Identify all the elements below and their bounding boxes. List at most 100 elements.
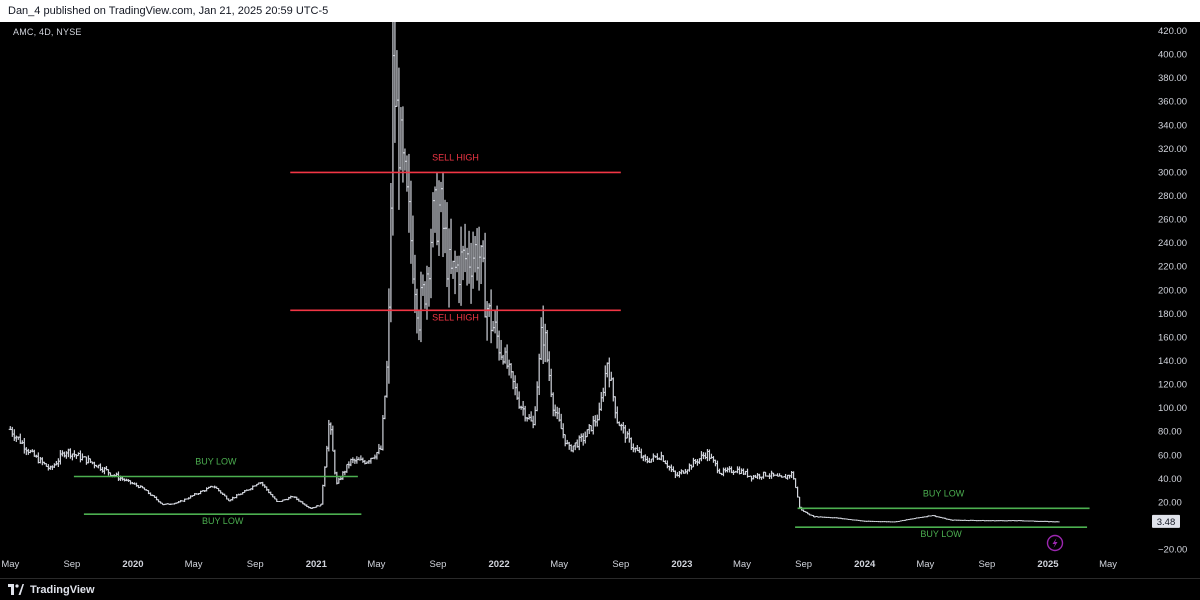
- ohlc-bar: [757, 473, 762, 480]
- ohlc-bar: [12, 429, 16, 441]
- x-tick-label: Sep: [63, 559, 80, 570]
- ohlc-bar: [435, 172, 439, 246]
- ohlc-bar: [22, 437, 26, 454]
- price-axis[interactable]: −20.00 20.00 40.00 60.00 80.00 100.00 120.00 14…: [1158, 26, 1187, 556]
- y-tick-label: 100.00: [1158, 403, 1187, 414]
- buy-low-line[interactable]: BUY LOW: [797, 488, 1090, 510]
- ohlc-bar: [331, 425, 335, 452]
- ohlc-bar: [649, 458, 653, 463]
- ohlc-bar: [68, 448, 72, 459]
- ohlc-bar: [793, 478, 798, 489]
- ohlc-bar: [783, 473, 788, 479]
- ohlc-bar: [535, 381, 539, 412]
- y-tick-label: 200.00: [1158, 285, 1187, 296]
- lightning-bolt[interactable]: [1052, 538, 1058, 548]
- ohlc-bar: [707, 449, 712, 461]
- ohlc-bar: [565, 439, 569, 445]
- ohlc-bar: [30, 449, 34, 453]
- ohlc-bar: [417, 310, 421, 341]
- ohlc-bar: [26, 448, 30, 455]
- ohlc-bar: [38, 456, 42, 464]
- ohlc-bar: [491, 320, 495, 332]
- ohlc-bar: [613, 396, 617, 419]
- ohlc-bar: [509, 363, 513, 379]
- ohlc-bar: [457, 255, 461, 304]
- ohlc-bar: [56, 458, 60, 468]
- ohlc-bar: [521, 400, 525, 416]
- ohlc-bar: [477, 226, 481, 291]
- ohlc-bar: [563, 434, 567, 447]
- buy-low-line[interactable]: BUY LOW: [73, 456, 358, 478]
- ohlc-bar: [623, 425, 627, 443]
- ohlc-bar: [581, 433, 585, 446]
- ohlc-bar: [513, 375, 517, 396]
- price-chart[interactable]: SELL HIGH SELL HIGH BUY LOW BUY LOW BUY LOW B…: [0, 4, 1200, 578]
- ohlc-bar: [679, 469, 683, 475]
- buy-low-line[interactable]: BUY LOW: [795, 526, 1088, 539]
- ohlc-bar: [58, 450, 62, 465]
- sell-high-line[interactable]: SELL HIGH: [290, 309, 621, 322]
- lightning-icon[interactable]: [1046, 534, 1064, 552]
- ohlc-bar: [437, 180, 441, 256]
- buy-low-label: BUY LOW: [920, 529, 962, 539]
- sell-high-line[interactable]: SELL HIGH: [290, 152, 621, 174]
- ohlc-bar: [72, 450, 77, 458]
- ohlc-bar: [443, 199, 447, 254]
- ohlc-bar: [447, 228, 451, 308]
- ohlc-bar: [333, 449, 337, 475]
- annotation-lines[interactable]: SELL HIGH SELL HIGH BUY LOW BUY LOW BUY LOW B…: [73, 152, 1090, 539]
- x-tick-label: Sep: [795, 559, 812, 570]
- tradingview-logo-icon[interactable]: [8, 584, 24, 595]
- ohlc-bar: [705, 449, 710, 462]
- ohlc-bar: [451, 260, 455, 279]
- x-tick-label: Sep: [978, 559, 995, 570]
- y-tick-label: 240.00: [1158, 238, 1187, 249]
- y-tick-label: 160.00: [1158, 332, 1187, 343]
- ohlc-bar: [599, 392, 603, 411]
- ohlc-bars: [8, 4, 1060, 523]
- tradingview-brand[interactable]: TradingView: [30, 583, 95, 596]
- x-tick-label: May: [1, 559, 19, 570]
- ohlc-bar: [723, 467, 728, 473]
- x-tick-label: May: [733, 559, 751, 570]
- ohlc-bar: [523, 405, 527, 422]
- ohlc-bar: [345, 463, 349, 473]
- y-tick-label: 180.00: [1158, 309, 1187, 320]
- ohlc-bar: [533, 406, 537, 426]
- ohlc-bar: [473, 235, 477, 273]
- ohlc-bar: [40, 457, 44, 466]
- ohlc-bar: [76, 452, 81, 457]
- ohlc-bar: [419, 271, 423, 343]
- ohlc-bar: [543, 323, 547, 363]
- ohlc-bar: [609, 371, 613, 381]
- ohlc-bar: [583, 431, 587, 444]
- ohlc-bar: [453, 250, 457, 295]
- buy-low-line[interactable]: BUY LOW: [83, 513, 362, 526]
- ohlc-bar: [74, 454, 79, 459]
- ohlc-bar: [321, 484, 325, 505]
- publisher-text: Dan_4 published on TradingView.com, Jan …: [8, 5, 329, 17]
- ohlc-bar: [617, 421, 621, 427]
- ohlc-bar: [445, 202, 449, 288]
- x-tick-label: 2022: [489, 559, 510, 570]
- x-tick-label: May: [550, 559, 568, 570]
- ohlc-bar: [325, 445, 329, 468]
- ohlc-bar: [485, 301, 489, 341]
- ohlc-bar: [415, 288, 419, 334]
- ohlc-bar: [571, 445, 575, 453]
- ohlc-bar: [389, 183, 393, 323]
- ohlc-bar: [545, 329, 549, 363]
- ohlc-bar: [703, 452, 708, 460]
- ohlc-bar: [515, 383, 519, 400]
- y-tick-label: 420.00: [1158, 26, 1187, 37]
- time-axis[interactable]: May Sep 2020 May Sep 2021 May Sep 2022 May Sep 2023…: [1, 559, 1117, 570]
- ohlc-bar: [529, 411, 533, 422]
- ohlc-bar: [721, 467, 726, 477]
- x-tick-label: May: [1099, 559, 1117, 570]
- ohlc-bar: [579, 433, 583, 442]
- chart-area[interactable]: SELL HIGH SELL HIGH BUY LOW BUY LOW BUY LOW B…: [0, 4, 1200, 578]
- last-price-badge-group: 3.48: [1152, 514, 1180, 528]
- lightning-icon-circle[interactable]: [1046, 534, 1064, 552]
- ohlc-bar: [503, 347, 507, 364]
- y-tick-label: 140.00: [1158, 356, 1187, 367]
